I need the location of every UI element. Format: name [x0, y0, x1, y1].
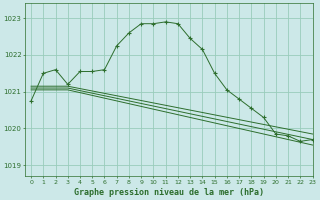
X-axis label: Graphe pression niveau de la mer (hPa): Graphe pression niveau de la mer (hPa): [74, 188, 264, 197]
